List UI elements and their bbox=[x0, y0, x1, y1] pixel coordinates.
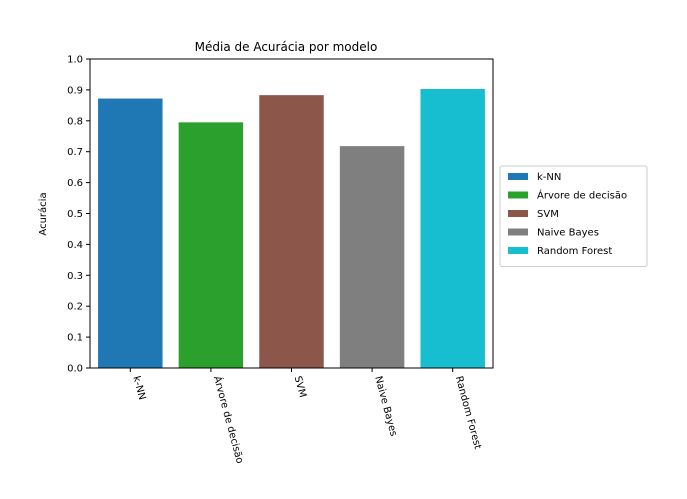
x-tick-label-2: SVM bbox=[292, 375, 308, 399]
y-tick-label-8: 0.8 bbox=[67, 116, 83, 127]
x-tick-label-0: k-NN bbox=[130, 375, 147, 401]
x-tick-label-4: Random Forest bbox=[453, 375, 483, 451]
y-tick-label-1: 0.1 bbox=[67, 333, 83, 344]
y-tick-label-10: 1.0 bbox=[67, 55, 83, 66]
legend-swatch-2 bbox=[508, 210, 528, 217]
y-tick-label-4: 0.4 bbox=[67, 240, 83, 251]
chart-title: Média de Acurácia por modelo bbox=[195, 40, 378, 54]
legend-label-3: Naive Bayes bbox=[537, 228, 599, 239]
y-tick-label-5: 0.5 bbox=[67, 209, 83, 220]
plot-frame bbox=[89, 58, 494, 369]
legend: k-NN Árvore de decisão SVM Naive Bayes Rando… bbox=[499, 165, 648, 267]
bars-layer bbox=[98, 88, 485, 369]
legend-swatch-4 bbox=[508, 247, 528, 254]
bar-0 bbox=[98, 98, 163, 369]
legend-swatch-1 bbox=[508, 191, 528, 199]
bar-1 bbox=[178, 122, 244, 368]
legend-label-4: Random Forest bbox=[537, 246, 612, 257]
legend-label-2: SVM bbox=[537, 209, 559, 220]
y-tick-label-0: 0.0 bbox=[67, 364, 83, 375]
y-tick-label-2: 0.2 bbox=[67, 302, 83, 313]
y-tick-label-9: 0.9 bbox=[67, 85, 83, 96]
bar-2 bbox=[259, 95, 324, 369]
y-tick-label-3: 0.3 bbox=[67, 271, 83, 282]
y-tick-label-6: 0.6 bbox=[67, 178, 83, 189]
bar-3 bbox=[339, 146, 405, 368]
y-ticks: 0.0 0.1 0.2 0.3 0.4 0.5 0.6 0.7 0.8 0.9 1.0 bbox=[67, 55, 90, 375]
x-ticks: k-NN Árvore de decisão SVM Naive Bayes Rando… bbox=[129, 368, 483, 465]
bar-4 bbox=[420, 88, 485, 368]
legend-label-0: k-NN bbox=[537, 172, 561, 183]
y-tick-label-7: 0.7 bbox=[67, 147, 83, 158]
x-tick-label-3: Naive Bayes bbox=[372, 375, 399, 438]
x-tick-label-1: Árvore de decisão bbox=[211, 374, 247, 464]
legend-label-1: Árvore de decisão bbox=[537, 189, 627, 202]
legend-box bbox=[499, 165, 648, 267]
legend-swatch-0 bbox=[508, 173, 528, 180]
y-axis-label: Acurácia bbox=[37, 192, 49, 235]
legend-swatch-3 bbox=[508, 228, 528, 236]
